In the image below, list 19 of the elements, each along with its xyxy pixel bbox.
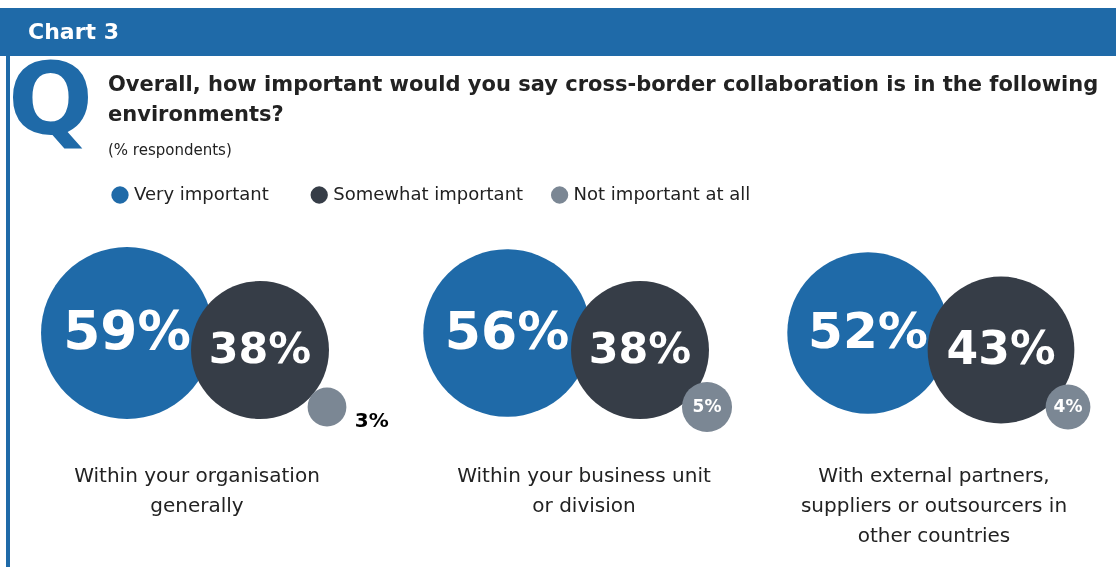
data-label: 38% — [208, 323, 312, 373]
data-label: 43% — [946, 322, 1056, 375]
category-label: Within your organisation generally — [74, 463, 320, 517]
legend-label: Not important at all — [573, 183, 751, 204]
legend-label: Very important — [134, 183, 269, 204]
text: Chart 3 — [28, 19, 119, 44]
data-label: 4% — [1053, 396, 1083, 416]
data-label: 56% — [444, 301, 570, 361]
data-label: 59% — [63, 299, 191, 362]
data-label: 52% — [808, 302, 928, 360]
data-label: 5% — [692, 396, 722, 416]
legend-label: Somewhat important — [333, 183, 524, 204]
text: Q — [8, 41, 94, 158]
category-label: Within your business unit or division — [457, 463, 711, 517]
text: Overall, how important would you say cross-border collaboration is in the following environments? — [108, 72, 1099, 126]
data-label: 3% — [354, 408, 389, 432]
data-label: 38% — [588, 323, 692, 373]
text: (% respondents) — [108, 141, 232, 159]
category-label: With external partners, suppliers or outsourcers in other countries — [800, 463, 1068, 547]
